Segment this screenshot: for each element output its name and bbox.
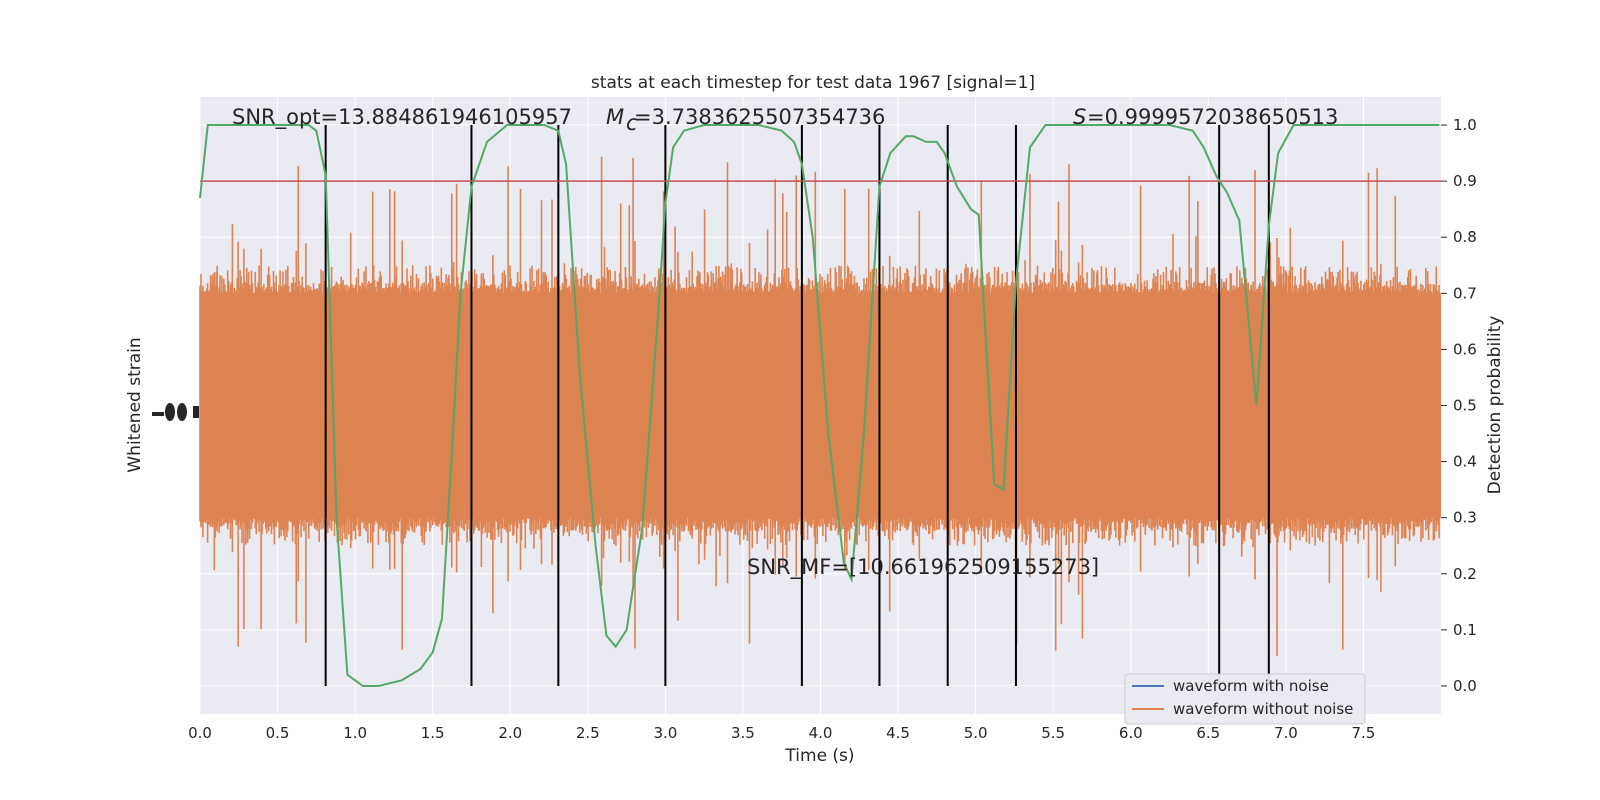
legend-label-without-noise: waveform without noise [1173, 700, 1353, 718]
right-y-axis-label: Detection probability [1485, 316, 1505, 495]
y-tick-label: 0.3 [1453, 509, 1477, 527]
x-axis-ticks: 0.0 0.5 1.0 1.5 2.0 2.5 3.0 3.5 4.0 4.5 5.0 5.5 6.0 6… [188, 724, 1375, 742]
y-tick-label: 0.2 [1453, 565, 1477, 583]
x-tick-label: 4.0 [809, 724, 833, 742]
snr-opt-annotation: SNR_opt=13.884861946105957 [232, 105, 572, 130]
svg-text:=3.7383625507354736: =3.7383625507354736 [634, 105, 885, 129]
y-tick-label: 1.0 [1453, 116, 1477, 134]
legend: waveform with noise waveform without noi… [1124, 673, 1366, 725]
right-y-axis-ticks: 0.0 0.1 0.2 0.3 0.4 0.5 0.6 0.7 0.8 0.9 1.0 [1441, 116, 1477, 695]
legend-box [1124, 673, 1366, 725]
x-tick-label: 4.5 [886, 724, 910, 742]
legend-label-with-noise: waveform with noise [1173, 677, 1329, 695]
x-tick-label: 5.0 [964, 724, 988, 742]
x-tick-label: 0.5 [266, 724, 290, 742]
x-tick-label: 3.0 [653, 724, 677, 742]
x-tick-label: 6.5 [1196, 724, 1220, 742]
svg-text:M: M [606, 105, 624, 129]
detection-probability-line [199, 124, 1440, 687]
x-tick-label: 3.5 [731, 724, 755, 742]
svg-text:=0.9999572038650513: =0.9999572038650513 [1087, 105, 1338, 129]
mc-annotation: M c =3.7383625507354736 [606, 105, 885, 135]
y-tick-label: 0.4 [1453, 453, 1477, 471]
x-tick-label: 6.0 [1119, 724, 1143, 742]
svg-text:S: S [1073, 105, 1086, 129]
x-tick-label: 1.5 [421, 724, 445, 742]
x-tick-label: 7.5 [1352, 724, 1376, 742]
snr-mf-annotation: SNR_MF=[10.661962509155273] [747, 555, 1099, 580]
svg-text:c: c [626, 111, 638, 135]
left-axis-overlapped-ticks [152, 403, 199, 421]
chart-title: stats at each timestep for test data 196… [591, 73, 1035, 93]
x-tick-label: 7.0 [1274, 724, 1298, 742]
y-tick-label: 0.6 [1453, 340, 1477, 358]
left-y-axis-label: Whitened strain [125, 337, 145, 472]
y-tick-label: 0.1 [1453, 621, 1477, 639]
x-tick-label: 2.5 [576, 724, 600, 742]
strain-spikes [199, 156, 1440, 656]
x-tick-label: 1.0 [343, 724, 367, 742]
x-axis-label: Time (s) [784, 746, 854, 766]
y-tick-label: 0.8 [1453, 228, 1477, 246]
y-tick-label: 0.5 [1453, 397, 1477, 415]
y-tick-label: 0.9 [1453, 172, 1477, 190]
x-tick-label: 2.0 [498, 724, 522, 742]
x-tick-label: 5.5 [1041, 724, 1065, 742]
y-tick-label: 0.7 [1453, 284, 1477, 302]
x-tick-label: 0.0 [188, 724, 212, 742]
s-annotation: S =0.9999572038650513 [1073, 105, 1338, 129]
y-tick-label: 0.0 [1453, 677, 1477, 695]
